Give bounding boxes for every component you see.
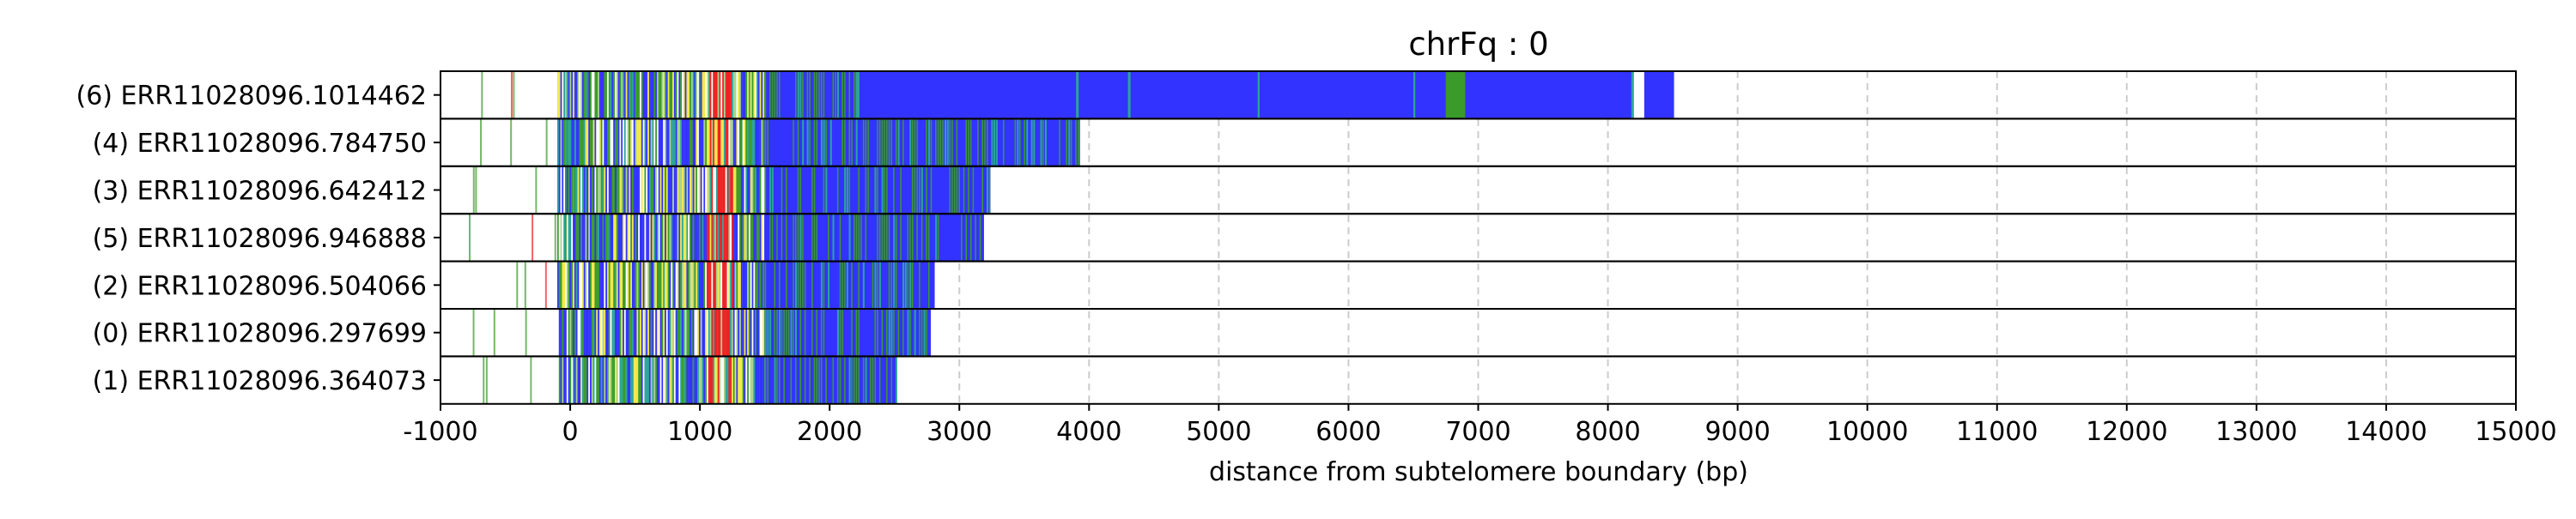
- y-tick-labels: (6) ERR11028096.1014462 (4) ERR11028096.7…: [76, 81, 440, 396]
- read-bar-6: [483, 356, 897, 404]
- x-tick-label-7: 6000: [1315, 417, 1381, 447]
- y-tick-label-0: (6) ERR11028096.1014462: [76, 81, 427, 112]
- x-tick-label-10: 9000: [1704, 417, 1770, 447]
- y-tick-label-4: (2) ERR11028096.504066: [93, 271, 427, 301]
- x-tick-label-3: 2000: [797, 417, 862, 447]
- x-axis-label: distance from subtelomere boundary (bp): [1209, 457, 1748, 487]
- read-bar-3: [468, 214, 984, 262]
- x-tick-label-14: 13000: [2215, 417, 2297, 447]
- x-tick-label-6: 5000: [1186, 417, 1251, 447]
- read-bar-0: [481, 71, 1674, 119]
- x-tick-label-9: 8000: [1575, 417, 1640, 447]
- read-bar-5: [472, 309, 932, 357]
- x-tick-label-1: 0: [562, 417, 579, 447]
- chart-title: chrFq : 0: [1408, 26, 1548, 63]
- x-tick-label-11: 10000: [1826, 417, 1908, 447]
- x-tick-label-13: 12000: [2086, 417, 2167, 447]
- y-tick-label-1: (4) ERR11028096.784750: [93, 129, 427, 159]
- read-bar-1: [480, 118, 1080, 166]
- read-bar-2: [472, 166, 991, 214]
- x-ticks: -1000 0 1000 2000 3000 4000 5000 6000 7000 8000 90…: [403, 403, 2557, 447]
- x-tick-label-0: -1000: [403, 417, 477, 447]
- x-tick-label-5: 4000: [1056, 417, 1121, 447]
- x-tick-label-4: 3000: [927, 417, 992, 447]
- x-tick-label-16: 15000: [2475, 417, 2556, 447]
- y-tick-label-3: (5) ERR11028096.946888: [93, 224, 427, 254]
- x-tick-label-8: 7000: [1445, 417, 1510, 447]
- x-tick-label-12: 11000: [1956, 417, 2038, 447]
- read-bars: [468, 71, 1674, 404]
- x-tick-label-15: 14000: [2345, 417, 2427, 447]
- read-bar-4: [516, 261, 935, 309]
- y-tick-label-2: (3) ERR11028096.642412: [93, 177, 427, 207]
- x-tick-label-2: 1000: [667, 417, 732, 447]
- y-tick-label-5: (0) ERR11028096.297699: [93, 319, 427, 349]
- y-tick-label-6: (1) ERR11028096.364073: [93, 366, 427, 396]
